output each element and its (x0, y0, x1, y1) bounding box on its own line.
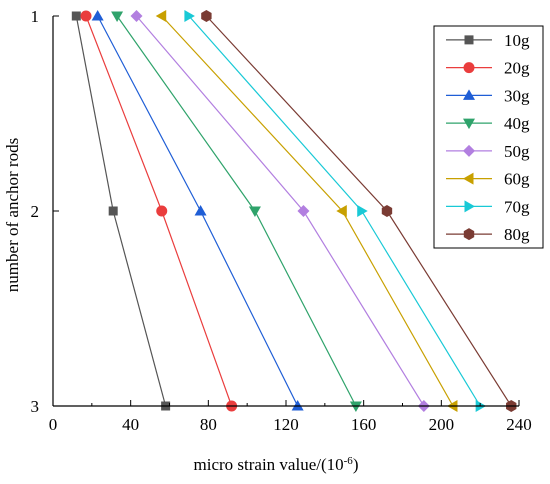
data-point-20g-1 (80, 10, 92, 22)
data-point-50g-1 (130, 10, 143, 22)
series-40g (111, 11, 362, 412)
data-point-50g-2 (297, 205, 310, 217)
y-axis-title: number of anchor rods (3, 138, 22, 292)
x-tick-label: 40 (122, 415, 139, 434)
data-point-60g-2 (336, 205, 347, 217)
series-line-40g (116, 15, 357, 407)
x-tick-label: 80 (200, 415, 217, 434)
x-tick-label: 160 (351, 415, 377, 434)
data-point-20g-2 (156, 205, 168, 217)
legend-marker (463, 62, 475, 74)
legend-item-40g: 40g (446, 114, 530, 133)
legend-item-20g: 20g (446, 59, 530, 78)
legend-label: 60g (504, 170, 530, 189)
legend-label: 10g (504, 31, 530, 50)
legend-item-30g: 30g (446, 86, 530, 105)
plot-area (71, 10, 517, 412)
legend-item-50g: 50g (446, 142, 530, 161)
legend-item-10g: 10g (446, 31, 530, 50)
legend-label: 70g (504, 197, 530, 216)
legend-marker (463, 89, 475, 100)
legend: 10g 20g 30g 40g 50g 60g 70g 80g (433, 25, 544, 249)
legend-item-60g: 60g (446, 170, 530, 189)
x-axis-title: micro strain value/(10-6) (194, 455, 359, 474)
x-tick-label: 200 (429, 415, 455, 434)
legend-label: 30g (504, 86, 530, 105)
legend-label: 50g (504, 142, 530, 161)
legend-marker (463, 144, 475, 157)
data-point-40g-1 (111, 11, 124, 22)
data-point-80g-2 (381, 205, 393, 217)
legend-marker (463, 228, 475, 241)
axes: 0 40 80 120 160 200 240 1 2 3 micro strain value/(… (3, 7, 532, 474)
series-line-10g (75, 15, 167, 407)
data-point-30g-1 (91, 10, 104, 21)
series-80g (201, 10, 517, 412)
series-70g (184, 10, 487, 412)
legend-marker (464, 35, 474, 45)
data-point-40g-2 (248, 206, 261, 217)
y-tick-label: 1 (31, 7, 40, 26)
y-tick-label: 2 (31, 202, 40, 221)
legend-label: 80g (504, 225, 530, 244)
legend-marker (463, 118, 475, 130)
legend-box (433, 25, 544, 249)
series-line-50g (136, 15, 425, 407)
legend-item-70g: 70g (446, 197, 530, 216)
series-20g (80, 10, 238, 412)
x-axis-title-close: ) (353, 455, 359, 474)
legend-marker (464, 200, 475, 213)
x-tick-label: 120 (273, 415, 299, 434)
x-axis-title-main: micro strain value/(10 (194, 455, 344, 474)
x-tick-label: 240 (506, 415, 532, 434)
data-point-10g-1 (71, 11, 81, 21)
y-tick-label: 3 (31, 397, 40, 416)
data-point-30g-3 (291, 400, 304, 411)
data-point-40g-3 (349, 401, 362, 412)
data-point-60g-1 (155, 10, 167, 22)
legend-label: 40g (504, 114, 530, 133)
data-point-70g-2 (357, 205, 368, 217)
legend-marker (463, 172, 474, 185)
series-30g (91, 10, 304, 411)
series-10g (71, 11, 171, 411)
series-50g (130, 10, 430, 412)
data-point-70g-1 (184, 10, 195, 22)
legend-item-80g: 80g (446, 225, 530, 244)
legend-label: 20g (504, 59, 530, 78)
data-point-80g-1 (201, 10, 212, 22)
x-axis-title-exponent: -6 (344, 455, 354, 467)
data-point-10g-2 (108, 206, 118, 216)
data-point-30g-2 (194, 205, 207, 216)
x-tick-label: 0 (49, 415, 58, 434)
